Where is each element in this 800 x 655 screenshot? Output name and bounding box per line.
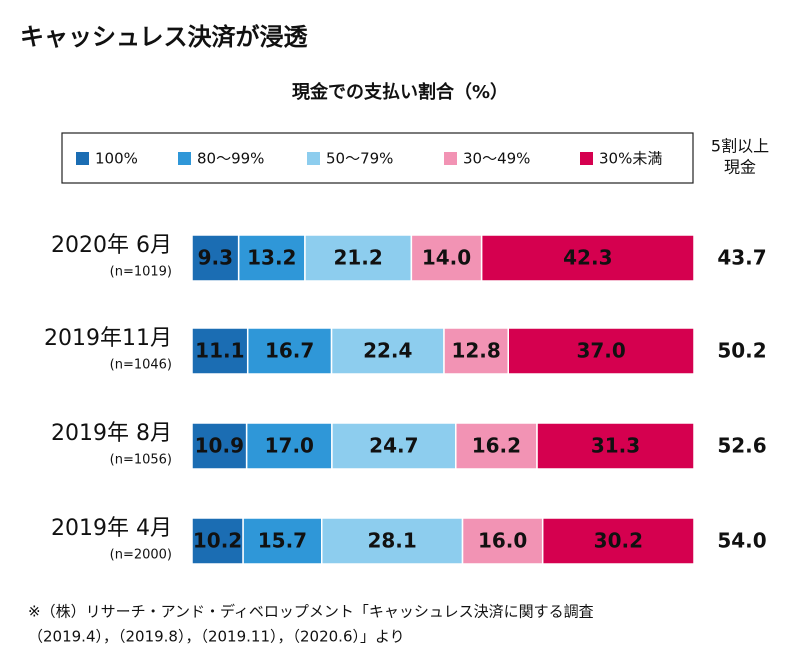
value-label: 17.0 <box>265 434 314 458</box>
bar-segment <box>507 327 695 375</box>
bar-segment <box>410 234 483 282</box>
legend-label: 80～99% <box>197 150 264 168</box>
legend-swatch <box>580 152 593 165</box>
value-label: 16.2 <box>472 434 521 458</box>
bar-segment <box>246 327 333 375</box>
value-label: 13.2 <box>247 246 296 270</box>
category-label: 2020年 6月 <box>51 233 172 258</box>
legend-swatch <box>444 152 457 165</box>
bar-segment <box>191 517 244 565</box>
bar-segment <box>480 234 695 282</box>
value-label: 22.4 <box>363 339 412 363</box>
value-label: 16.0 <box>478 529 527 553</box>
chart-title: キャッシュレス決済が浸透 <box>20 23 309 51</box>
value-label: 16.7 <box>265 339 314 363</box>
footnote: （2019.4），（2019.8），（2019.11），（2020.6）」より <box>28 628 405 646</box>
side-header: 5割以上 <box>711 137 769 156</box>
category-label: 2019年11月 <box>44 326 172 351</box>
value-label: 30.2 <box>594 529 643 553</box>
bar-segment <box>455 422 538 470</box>
legend-label: 30%未満 <box>599 150 662 168</box>
value-label: 12.8 <box>451 339 500 363</box>
category-note: (n=1046) <box>110 358 172 373</box>
side-value: 50.2 <box>717 339 766 363</box>
legend-swatch <box>76 152 89 165</box>
side-header: 現金 <box>724 158 756 177</box>
bar-segment <box>536 422 695 470</box>
value-label: 15.7 <box>258 529 307 553</box>
legend-label: 100% <box>95 150 138 168</box>
category-label: 2019年 4月 <box>51 516 172 541</box>
side-value: 54.0 <box>717 529 766 553</box>
bar-segment <box>242 517 323 565</box>
value-label: 10.9 <box>195 434 244 458</box>
bar-segment <box>541 517 695 565</box>
category-note: (n=1056) <box>110 453 172 468</box>
side-value: 43.7 <box>717 246 766 270</box>
bar-segment <box>443 327 510 375</box>
bar-segment <box>330 327 445 375</box>
value-label: 28.1 <box>367 529 416 553</box>
category-note: (n=2000) <box>110 548 172 563</box>
legend-swatch <box>178 152 191 165</box>
legend-box <box>61 132 694 184</box>
legend-label: 50～79% <box>326 150 393 168</box>
value-label: 37.0 <box>576 339 625 363</box>
value-label: 24.7 <box>369 434 418 458</box>
bar-segment <box>245 422 333 470</box>
chart-subtitle: 現金での支払い割合（%） <box>292 81 508 103</box>
legend-label: 30～49% <box>463 150 530 168</box>
value-label: 10.2 <box>193 529 242 553</box>
value-label: 11.1 <box>195 339 244 363</box>
footnote: ※（株）リサーチ・アンド・ディベロップメント「キャッシュレス決済に関する調査 <box>28 603 594 621</box>
bar-segment <box>237 234 306 282</box>
value-label: 14.0 <box>422 246 471 270</box>
bar-segment <box>191 234 240 282</box>
category-label: 2019年 8月 <box>51 421 172 446</box>
value-label: 21.2 <box>333 246 382 270</box>
bar-segment <box>191 422 248 470</box>
bar-segment <box>191 327 249 375</box>
bar-segment <box>331 422 457 470</box>
category-note: (n=1019) <box>110 265 172 280</box>
bar-segment <box>321 517 464 565</box>
value-label: 31.3 <box>591 434 640 458</box>
legend-swatch <box>307 152 320 165</box>
bar-segment <box>461 517 544 565</box>
value-label: 9.3 <box>198 246 233 270</box>
side-value: 52.6 <box>717 434 766 458</box>
value-label: 42.3 <box>563 246 612 270</box>
